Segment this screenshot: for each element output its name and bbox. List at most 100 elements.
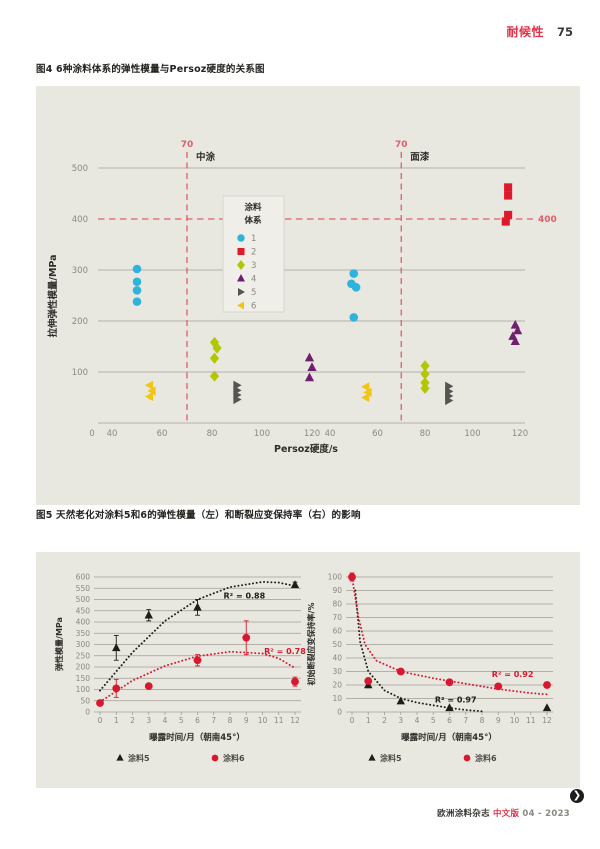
x-tick-label: 11 [274, 716, 284, 725]
panel-name-label: 中涂 [196, 151, 216, 163]
diamond-marker [420, 368, 430, 380]
triangle-left-marker [147, 386, 156, 396]
y-axis-label: 弹性模量/MPa [54, 617, 64, 671]
series-涂料6: R² = 0.78 [96, 620, 306, 707]
y-tick-label: 300 [72, 266, 88, 276]
circle-marker [494, 682, 503, 691]
x-tick-label: 6 [195, 716, 200, 725]
x-tick-label: 60 [372, 429, 383, 439]
diamond-marker [237, 260, 245, 270]
x-tick-label: 3 [146, 716, 151, 725]
x-tick-label: 12 [542, 716, 552, 725]
y-tick-label: 50 [80, 696, 90, 705]
x-tick-label: 4 [415, 716, 420, 725]
triangle-up-marker [304, 372, 315, 382]
legend-item-label: 涂料5 [380, 753, 402, 763]
fig4-legend: 涂料体系 1 2 3 4 5 6 [222, 195, 285, 313]
x-tick-label: 100 [254, 429, 270, 439]
triangle-right-marker [238, 288, 245, 296]
diamond-marker [209, 352, 220, 364]
circle-marker [445, 678, 454, 687]
square-marker [504, 183, 513, 192]
x-tick-label: 7 [463, 716, 468, 725]
triangle-right-marker [445, 395, 454, 406]
y-tick-label: 150 [76, 674, 91, 683]
triangle-up-marker [144, 610, 153, 619]
x-tick-label: 2 [130, 716, 135, 725]
x-tick-label: 40 [107, 429, 118, 439]
circle-marker [463, 754, 471, 762]
x-tick-label: 120 [512, 429, 528, 439]
x-tick-label: 2 [382, 716, 387, 725]
issue-label: 04 - 2023 [522, 809, 570, 819]
y-tick-label: 500 [76, 595, 91, 604]
trend-curve [351, 576, 548, 696]
diamond-marker [209, 370, 220, 382]
x-tick-label: 40 [325, 429, 336, 439]
x-axis-label: Persoz硬度/s [274, 443, 338, 455]
triangle-up-marker [542, 703, 552, 712]
x-tick-label: 120 [304, 429, 320, 439]
x-tick-label: 3 [398, 716, 403, 725]
y-tick-label: 200 [76, 663, 91, 672]
triangle-left-marker [361, 382, 370, 392]
circle-marker [112, 684, 121, 693]
panel-name-label: 面漆 [410, 151, 430, 163]
series-2 [501, 183, 513, 226]
circle-marker [96, 699, 104, 707]
circle-marker [211, 754, 219, 762]
series-涂料5: R² = 0.97 [354, 589, 552, 713]
square-marker [237, 247, 245, 256]
triangle-up-marker [237, 274, 245, 282]
x-tick-label: 7 [211, 716, 216, 725]
y-axis-label: 初始断裂应变保持率/% [306, 603, 316, 686]
circle-marker [132, 297, 142, 306]
series-涂料5: R² = 0.88 [99, 580, 300, 692]
triangle-up-marker [510, 336, 520, 345]
triangle-up-marker [304, 352, 315, 362]
circle-arrow-right-icon[interactable]: ❯ [570, 789, 584, 803]
circle-marker [237, 234, 245, 242]
x-tick-label: 8 [228, 716, 233, 725]
circle-marker [348, 573, 356, 581]
y-tick-label: 30 [332, 667, 342, 676]
legend-item-label: 3 [251, 261, 256, 271]
x-axis-label: 曝露时间/月（朝南45°） [401, 732, 497, 743]
ref-70-label: 70 [181, 140, 194, 150]
x-axis-label: 曝露时间/月（朝南45°） [149, 732, 245, 743]
circle-marker [349, 269, 359, 278]
triangle-up-marker [307, 362, 317, 372]
y-tick-label: 40 [332, 654, 342, 663]
square-marker [504, 210, 513, 219]
y-tick-label: 0 [337, 708, 342, 717]
page-footer: 欧洲涂料杂志 中文版 04 - 2023 [437, 807, 570, 819]
x-tick-label: 8 [480, 716, 485, 725]
y-tick-label: 20 [332, 681, 342, 690]
x-tick-label: 5 [179, 716, 184, 725]
page-header: 耐候性 75 [506, 23, 573, 40]
series-6 [144, 380, 372, 403]
diamond-marker [420, 382, 430, 394]
y-axis-label: 拉伸弹性模量/MPa [47, 254, 59, 337]
series-3 [209, 336, 430, 394]
x-tick-label: 9 [496, 716, 501, 725]
triangle-left-marker [144, 380, 154, 390]
y-tick-label: 0 [85, 708, 90, 717]
x-tick-label: 6 [447, 716, 452, 725]
x-tick-label: 10 [258, 716, 268, 725]
y-tick-label: 500 [72, 164, 88, 174]
trend-curve [99, 580, 296, 692]
y-tick-label: 350 [76, 629, 91, 638]
triangle-up-marker [112, 643, 121, 652]
y-tick-label: 100 [328, 573, 343, 582]
triangle-up-marker [290, 580, 300, 589]
triangle-up-marker [193, 602, 202, 611]
x-tick-label: 11 [526, 716, 536, 725]
square-marker [504, 191, 513, 200]
section-label: 耐候性 [506, 25, 544, 39]
